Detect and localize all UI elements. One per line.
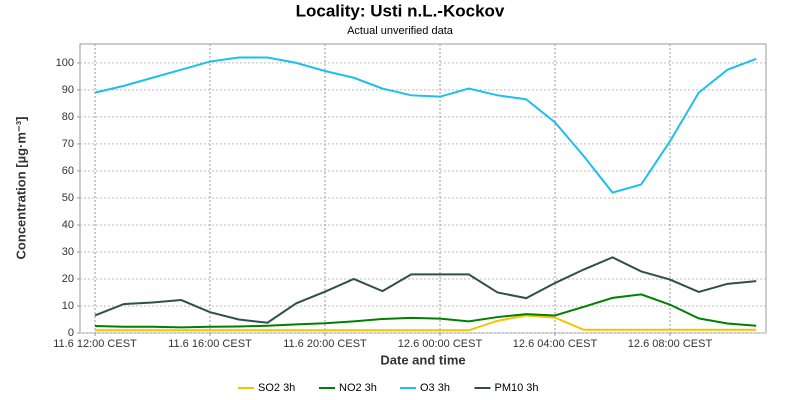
legend-label: PM10 3h [495,382,539,394]
x-tick-label: 12.6 00:00 CEST [398,338,483,350]
series-line [94,293,757,329]
legend-label: O3 3h [420,382,450,394]
x-tick-label: 11.6 12:00 CEST [53,338,137,350]
legend-label: SO2 3h [258,382,295,394]
x-tick-label: 11.6 16:00 CEST [168,338,252,350]
y-tick-label: 10 [62,300,74,312]
x-axis-label: Date and time [380,352,465,367]
series-line [94,256,757,324]
y-tick-label: 30 [62,246,74,258]
series-line [95,314,757,332]
y-tick-label: 20 [62,273,74,285]
chart-subtitle: Actual unverified data [347,25,454,37]
y-tick-label: 0 [68,327,74,339]
series-line [94,56,757,194]
x-tick-label: 12.6 04:00 CEST [513,338,598,350]
y-tick-label: 60 [62,165,74,177]
y-tick-label: 70 [62,138,74,150]
y-tick-label: 90 [62,84,74,96]
y-axis-label: Concentration [µg·m⁻³] [13,117,28,260]
y-tick-label: 100 [56,57,74,69]
y-tick-label: 40 [62,219,74,231]
y-tick-label: 50 [62,192,74,204]
x-tick-label: 12.6 08:00 CEST [628,338,713,350]
y-tick-label: 80 [62,111,74,123]
legend-label: NO2 3h [339,382,377,394]
x-tick-label: 11.6 20:00 CEST [283,338,367,350]
chart-title: Locality: Usti n.L.-Kockov [296,1,505,20]
plot-area [79,43,767,334]
